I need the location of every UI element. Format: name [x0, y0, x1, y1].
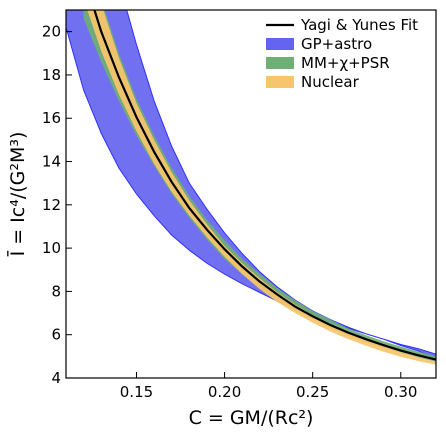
y-axis: 4 6 8 10 12 14 16 18 20 — [42, 23, 72, 387]
y-tick-label: 12 — [42, 196, 61, 214]
plot-frame — [65, 9, 437, 379]
legend-label-mm-psr: MM+χ+PSR — [301, 54, 390, 72]
x-axis: 0.15 0.20 0.25 0.30 — [120, 372, 417, 401]
plot-area — [66, 10, 436, 365]
x-axis-label: C = GM/(Rc²) — [189, 407, 314, 429]
y-tick-label: 14 — [42, 153, 61, 171]
x-tick-label: 0.25 — [296, 383, 329, 401]
y-tick-label: 6 — [51, 326, 61, 344]
legend-label-nuclear: Nuclear — [301, 73, 360, 91]
legend-swatch-mm-psr — [266, 57, 294, 69]
legend-swatch-gp-astro — [266, 38, 294, 50]
legend-label-gp-astro: GP+astro — [301, 35, 372, 53]
y-tick-label: 18 — [42, 66, 61, 84]
legend-swatch-nuclear — [266, 76, 294, 88]
y-axis-label: Ī = Ic⁴/(G²M³) — [5, 132, 29, 257]
x-tick-label: 0.30 — [384, 383, 417, 401]
x-tick-label: 0.20 — [208, 383, 241, 401]
x-tick-label: 0.15 — [120, 383, 153, 401]
line-yagi-yunes-fit — [93, 10, 436, 361]
y-tick-label: 20 — [42, 23, 61, 41]
y-tick-label: 10 — [42, 239, 61, 257]
y-tick-label: 16 — [42, 109, 61, 127]
y-tick-label: 8 — [51, 282, 61, 300]
y-tick-label: 4 — [51, 369, 61, 387]
legend-label-yagi-yunes-fit: Yagi & Yunes Fit — [300, 16, 418, 34]
